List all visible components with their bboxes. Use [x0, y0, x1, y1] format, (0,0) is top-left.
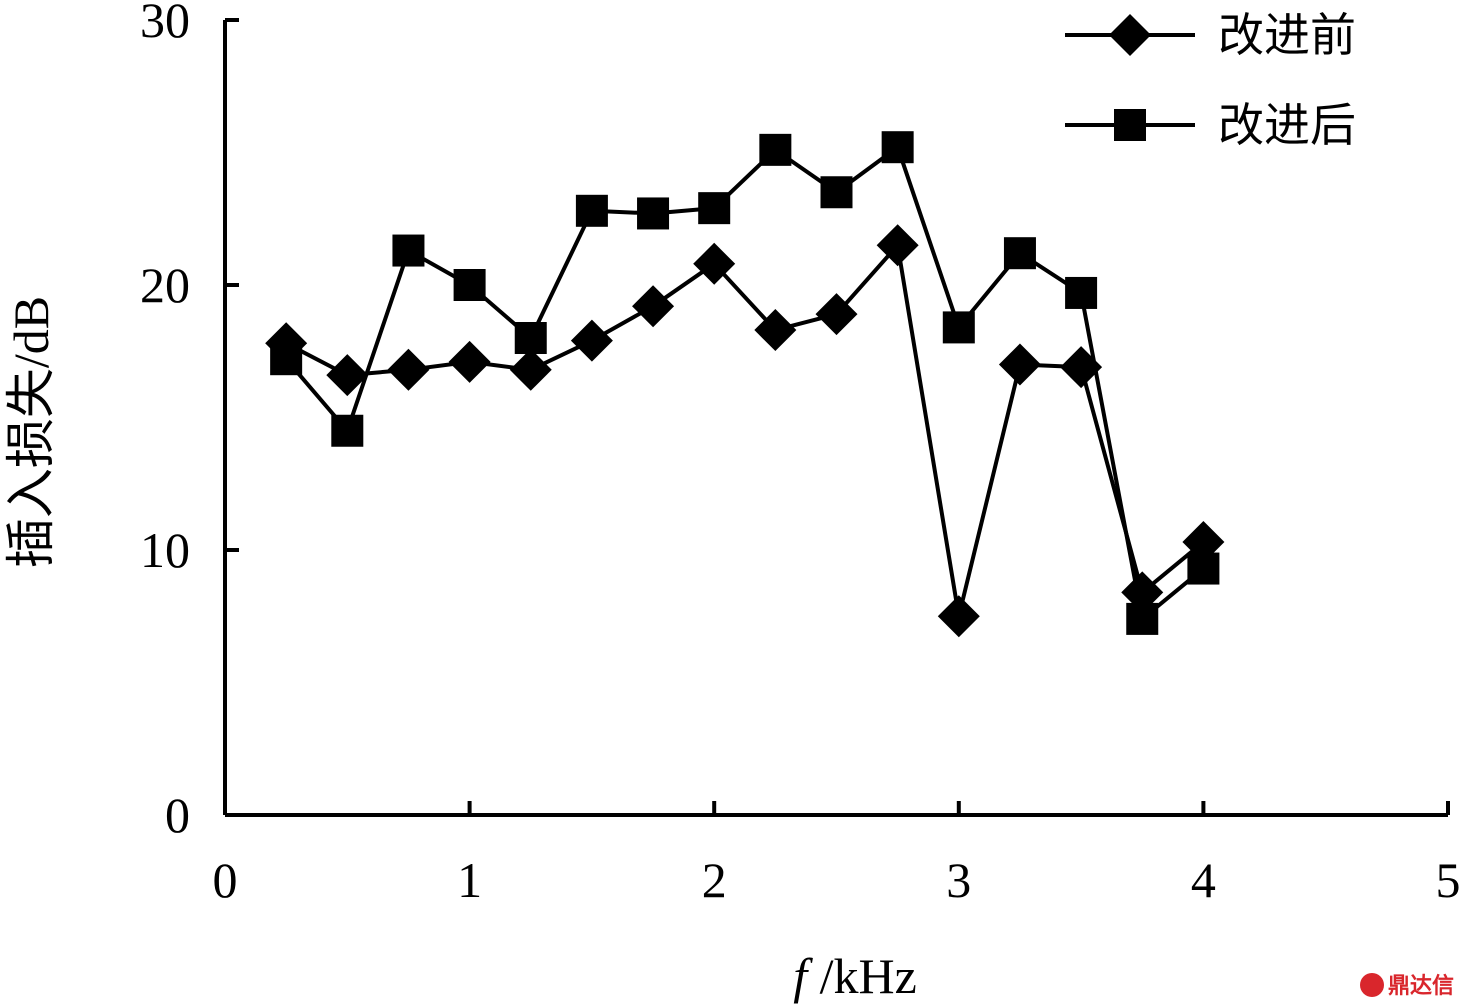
- legend-label: 改进后: [1218, 98, 1356, 152]
- watermark-logo-icon: [1360, 973, 1384, 997]
- y-axis-title: 插入损失/dB: [3, 296, 59, 568]
- x-tick-label: 1: [457, 852, 482, 908]
- data-point-square: [1126, 602, 1159, 635]
- data-point-square: [392, 234, 425, 267]
- data-point-diamond: [815, 293, 858, 336]
- legend-label: 改进前: [1218, 8, 1356, 62]
- data-point-square: [453, 269, 486, 301]
- x-axis-title: f /kHz: [793, 948, 917, 1004]
- data-point-square: [759, 133, 792, 166]
- data-point-square: [698, 192, 731, 225]
- x-tick-label: 4: [1191, 852, 1216, 908]
- ticks: 0 10 20 30 0 1 2 3 4 5: [140, 0, 1460, 908]
- data-point-square: [1187, 552, 1220, 585]
- data-point-diamond: [876, 224, 919, 267]
- y-tick-label: 20: [140, 257, 190, 313]
- y-tick-label: 30: [140, 0, 190, 48]
- data-point-square: [514, 322, 547, 354]
- series: [265, 131, 1225, 638]
- x-tick-label: 3: [946, 852, 971, 908]
- data-point-square: [942, 311, 975, 344]
- data-point-diamond: [448, 340, 491, 383]
- legend-marker-square: [1114, 109, 1146, 141]
- data-point-diamond: [754, 309, 797, 352]
- series-line-square: [284, 145, 1205, 621]
- data-point-diamond: [937, 595, 980, 638]
- legend-marker-diamond: [1109, 14, 1151, 56]
- series-square: [270, 131, 1220, 635]
- data-point-diamond: [998, 343, 1041, 386]
- data-point-square: [820, 176, 853, 209]
- watermark-text: 鼎达信: [1388, 973, 1454, 999]
- data-point-square: [331, 414, 364, 447]
- data-point-square: [575, 194, 608, 227]
- data-point-square: [270, 343, 303, 376]
- y-tick-label: 0: [165, 787, 190, 843]
- x-tick-label: 5: [1436, 852, 1460, 908]
- data-point-square: [1065, 276, 1098, 309]
- data-point-diamond: [693, 242, 736, 285]
- x-tick-label: 0: [213, 852, 238, 908]
- data-point-square: [881, 131, 914, 164]
- data-point-diamond: [632, 285, 675, 328]
- data-point-diamond: [387, 348, 430, 391]
- data-point-diamond: [326, 354, 369, 397]
- data-point-square: [637, 197, 670, 230]
- series-line-diamond: [285, 243, 1205, 619]
- y-tick-label: 10: [140, 522, 190, 578]
- x-tick-label: 2: [702, 852, 727, 908]
- axes: [223, 20, 1448, 817]
- data-point-diamond: [509, 348, 552, 391]
- data-point-diamond: [570, 319, 613, 362]
- data-point-square: [1003, 237, 1036, 270]
- x-axis-title-unit: /kHz: [807, 948, 917, 1004]
- watermark: 鼎达信: [1360, 973, 1454, 999]
